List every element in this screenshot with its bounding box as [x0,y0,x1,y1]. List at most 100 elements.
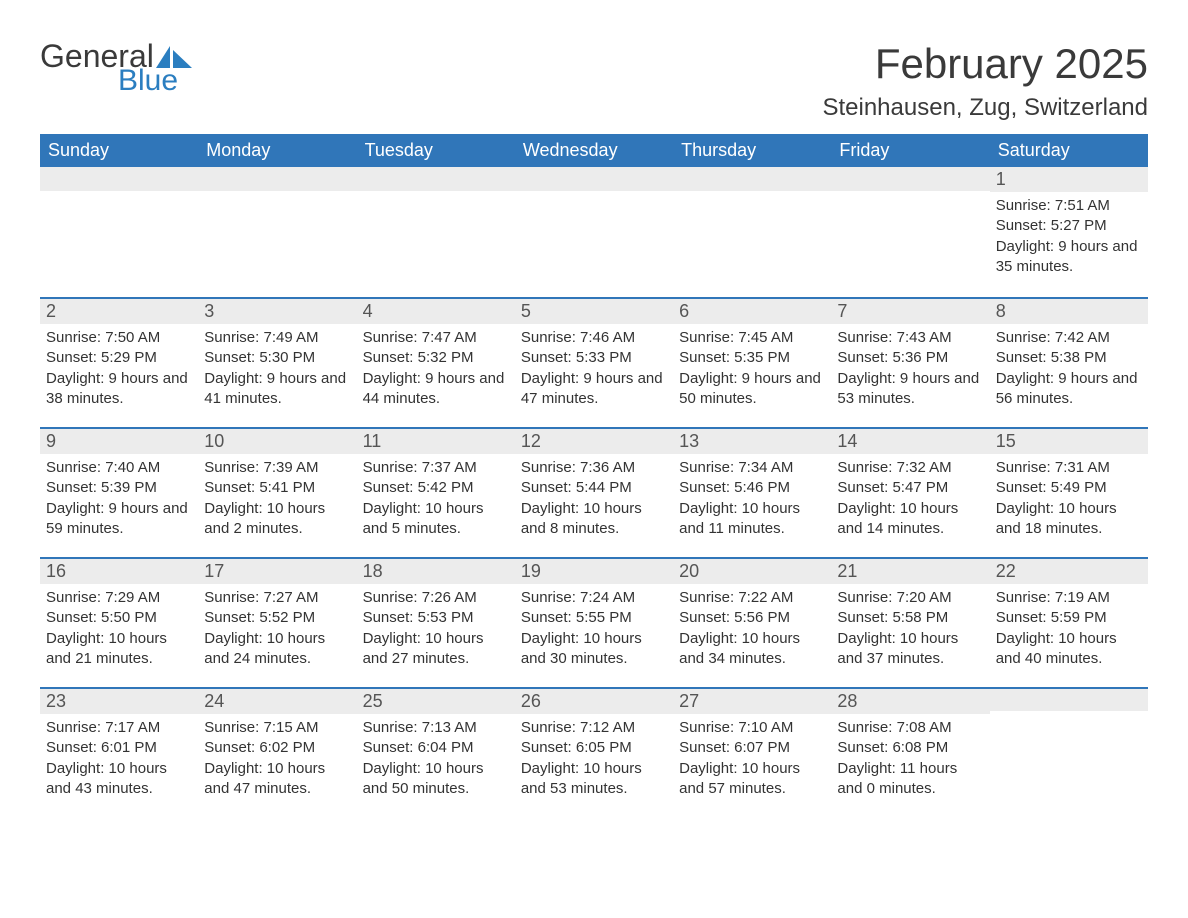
sunset-line: Sunset: 6:04 PM [363,738,509,758]
calendar-cell: 25 Sunrise: 7:13 AMSunset: 6:04 PMDayligh… [357,687,515,817]
calendar-cell: 11Sunrise: 7:37 AMSunset: 5:42 PMDayligh… [357,427,515,557]
calendar-cell: 7Sunrise: 7:43 AMSunset: 5:36 PMDaylight… [831,297,989,427]
day-number: 12 [515,427,673,454]
day-number: 26 [515,687,673,714]
daylight-line: Daylight: 9 hours and 50 minutes. [679,369,825,410]
day-body: Sunrise: 7:17 AMSunset: 6:01 PMDaylight:… [40,714,198,809]
calendar-cell: 2Sunrise: 7:50 AMSunset: 5:29 PMDaylight… [40,297,198,427]
calendar-cell: 15Sunrise: 7:31 AMSunset: 5:49 PMDayligh… [990,427,1148,557]
day-number: 16 [40,557,198,584]
sunrise-line: Sunrise: 7:32 AM [837,458,983,478]
sunrise-line: Sunrise: 7:39 AM [204,458,350,478]
daylight-line: Daylight: 10 hours and 11 minutes. [679,499,825,540]
calendar-cell: 21Sunrise: 7:20 AMSunset: 5:58 PMDayligh… [831,557,989,687]
day-body: Sunrise: 7:37 AMSunset: 5:42 PMDaylight:… [357,454,515,549]
calendar-cell: 13Sunrise: 7:34 AMSunset: 5:46 PMDayligh… [673,427,831,557]
day-number: 9 [40,427,198,454]
daylight-line: Daylight: 10 hours and 18 minutes. [996,499,1142,540]
calendar-cell [990,687,1148,817]
daylight-line: Daylight: 10 hours and 14 minutes. [837,499,983,540]
day-body: Sunrise: 7:32 AMSunset: 5:47 PMDaylight:… [831,454,989,549]
calendar-cell: 20Sunrise: 7:22 AMSunset: 5:56 PMDayligh… [673,557,831,687]
day-body: Sunrise: 7:15 AMSunset: 6:02 PMDaylight:… [198,714,356,809]
day-body: Sunrise: 7:26 AMSunset: 5:53 PMDaylight:… [357,584,515,679]
day-body: Sunrise: 7:27 AMSunset: 5:52 PMDaylight:… [198,584,356,679]
sunrise-line: Sunrise: 7:24 AM [521,588,667,608]
calendar-cell [831,167,989,297]
sunset-line: Sunset: 5:59 PM [996,608,1142,628]
title-block: February 2025 Steinhausen, Zug, Switzerl… [822,40,1148,122]
daylight-line: Daylight: 10 hours and 47 minutes. [204,759,350,800]
daylight-line: Daylight: 11 hours and 0 minutes. [837,759,983,800]
sunset-line: Sunset: 6:02 PM [204,738,350,758]
day-number: 11 [357,427,515,454]
day-body: Sunrise: 7:36 AMSunset: 5:44 PMDaylight:… [515,454,673,549]
day-number: 17 [198,557,356,584]
calendar-cell: 9Sunrise: 7:40 AMSunset: 5:39 PMDaylight… [40,427,198,557]
calendar-cell: 1Sunrise: 7:51 AMSunset: 5:27 PMDaylight… [990,167,1148,297]
day-body: Sunrise: 7:19 AMSunset: 5:59 PMDaylight:… [990,584,1148,679]
calendar-cell: 19Sunrise: 7:24 AMSunset: 5:55 PMDayligh… [515,557,673,687]
daylight-line: Daylight: 9 hours and 59 minutes. [46,499,192,540]
day-body: Sunrise: 7:43 AMSunset: 5:36 PMDaylight:… [831,324,989,419]
sunrise-line: Sunrise: 7:29 AM [46,588,192,608]
daylight-line: Daylight: 10 hours and 53 minutes. [521,759,667,800]
day-number: 28 [831,687,989,714]
sunset-line: Sunset: 5:38 PM [996,348,1142,368]
day-number: 18 [357,557,515,584]
sunset-line: Sunset: 5:33 PM [521,348,667,368]
day-body: Sunrise: 7:34 AMSunset: 5:46 PMDaylight:… [673,454,831,549]
daylight-line: Daylight: 10 hours and 27 minutes. [363,629,509,670]
sunset-line: Sunset: 5:41 PM [204,478,350,498]
sunrise-line: Sunrise: 7:13 AM [363,718,509,738]
day-number: 23 [40,687,198,714]
calendar-cell [673,167,831,297]
calendar-table: SundayMondayTuesdayWednesdayThursdayFrid… [40,134,1148,817]
day-number: 15 [990,427,1148,454]
calendar-cell: 10Sunrise: 7:39 AMSunset: 5:41 PMDayligh… [198,427,356,557]
daylight-line: Daylight: 10 hours and 2 minutes. [204,499,350,540]
daylight-line: Daylight: 9 hours and 35 minutes. [996,237,1142,278]
sunrise-line: Sunrise: 7:43 AM [837,328,983,348]
day-body: Sunrise: 7:42 AMSunset: 5:38 PMDaylight:… [990,324,1148,419]
day-body: Sunrise: 7:10 AMSunset: 6:07 PMDaylight:… [673,714,831,809]
sunset-line: Sunset: 5:27 PM [996,216,1142,236]
calendar-week-row: 23Sunrise: 7:17 AMSunset: 6:01 PMDayligh… [40,687,1148,817]
daylight-line: Daylight: 10 hours and 50 minutes. [363,759,509,800]
calendar-cell: 12Sunrise: 7:36 AMSunset: 5:44 PMDayligh… [515,427,673,557]
sunset-line: Sunset: 5:55 PM [521,608,667,628]
sunrise-line: Sunrise: 7:17 AM [46,718,192,738]
day-number: 21 [831,557,989,584]
sunrise-line: Sunrise: 7:47 AM [363,328,509,348]
calendar-cell: 26Sunrise: 7:12 AMSunset: 6:05 PMDayligh… [515,687,673,817]
day-body: Sunrise: 7:31 AMSunset: 5:49 PMDaylight:… [990,454,1148,549]
day-body: Sunrise: 7:45 AMSunset: 5:35 PMDaylight:… [673,324,831,419]
sunset-line: Sunset: 6:01 PM [46,738,192,758]
sunset-line: Sunset: 5:29 PM [46,348,192,368]
day-body: Sunrise: 7:47 AMSunset: 5:32 PMDaylight:… [357,324,515,419]
sunrise-line: Sunrise: 7:26 AM [363,588,509,608]
daylight-line: Daylight: 10 hours and 37 minutes. [837,629,983,670]
empty-day-strip [673,167,831,191]
sunrise-line: Sunrise: 7:49 AM [204,328,350,348]
day-number: 25 [357,687,515,714]
daylight-line: Daylight: 9 hours and 38 minutes. [46,369,192,410]
calendar-cell [40,167,198,297]
sunset-line: Sunset: 6:08 PM [837,738,983,758]
sunrise-line: Sunrise: 7:42 AM [996,328,1142,348]
calendar-week-row: 9Sunrise: 7:40 AMSunset: 5:39 PMDaylight… [40,427,1148,557]
sunset-line: Sunset: 5:32 PM [363,348,509,368]
daylight-line: Daylight: 10 hours and 24 minutes. [204,629,350,670]
sunset-line: Sunset: 5:50 PM [46,608,192,628]
day-number: 1 [990,167,1148,192]
empty-day-strip [831,167,989,191]
sunset-line: Sunset: 5:47 PM [837,478,983,498]
day-header: Saturday [990,134,1148,167]
day-body: Sunrise: 7:12 AMSunset: 6:05 PMDaylight:… [515,714,673,809]
sunset-line: Sunset: 5:46 PM [679,478,825,498]
daylight-line: Daylight: 9 hours and 56 minutes. [996,369,1142,410]
day-header: Sunday [40,134,198,167]
daylight-line: Daylight: 10 hours and 34 minutes. [679,629,825,670]
day-number: 8 [990,297,1148,324]
sunset-line: Sunset: 6:05 PM [521,738,667,758]
